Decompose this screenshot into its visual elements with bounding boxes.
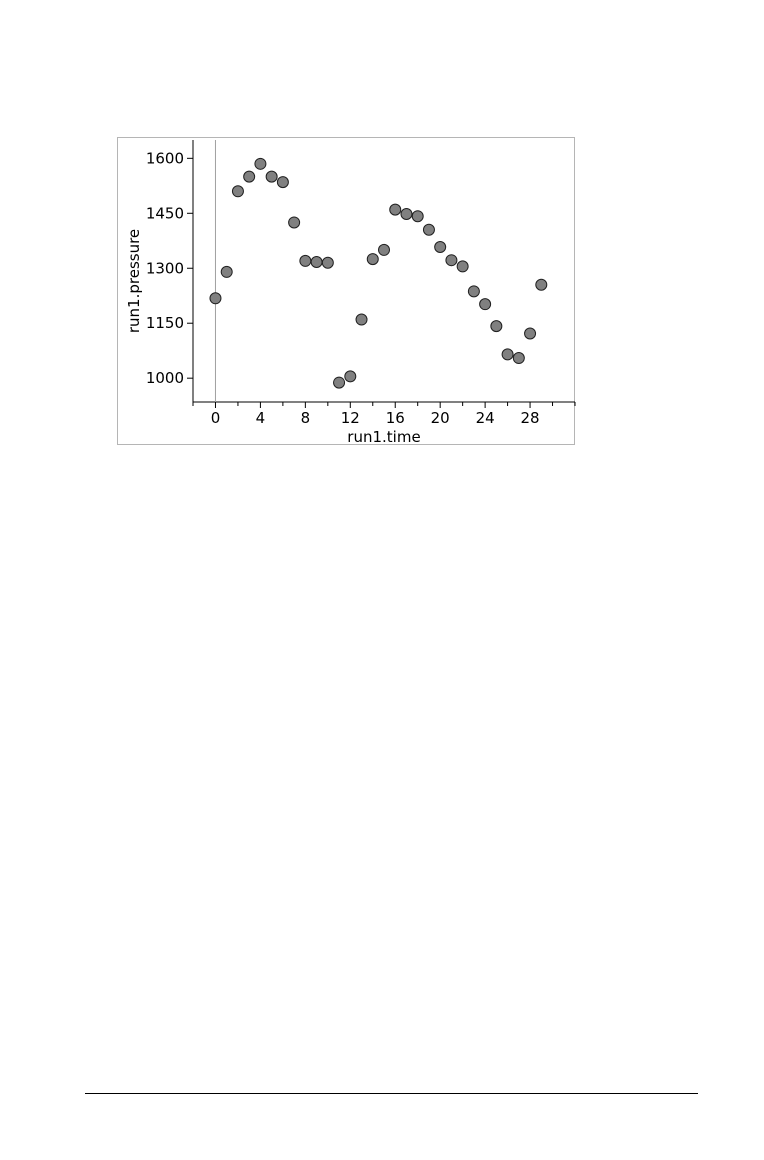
data-point (299, 254, 312, 267)
data-point (490, 320, 503, 333)
data-point (288, 216, 301, 229)
x-tick-label: 28 (521, 409, 540, 427)
data-point (524, 327, 537, 340)
data-point (389, 203, 402, 216)
data-point (209, 292, 222, 305)
data-point (445, 254, 458, 267)
x-tick-label: 20 (431, 409, 450, 427)
x-tick-label: 4 (256, 409, 266, 427)
x-tick-label: 16 (386, 409, 405, 427)
data-point (254, 157, 267, 170)
x-tick-label: 8 (301, 409, 311, 427)
data-point (400, 208, 413, 221)
footer-rule (85, 1093, 698, 1094)
data-point (333, 376, 346, 389)
data-point (467, 285, 480, 298)
data-points (209, 157, 548, 389)
data-point (276, 176, 289, 189)
data-point (220, 265, 233, 278)
y-tick-label: 1000 (146, 369, 184, 387)
x-tick-label: 12 (341, 409, 360, 427)
y-tick-label: 1150 (146, 314, 184, 332)
x-tick-label: 24 (476, 409, 495, 427)
data-point (535, 278, 548, 291)
data-point (243, 170, 256, 183)
data-point (231, 185, 244, 198)
data-point (456, 260, 469, 273)
data-point (366, 253, 379, 266)
data-point (434, 240, 447, 253)
y-tick-group: 1000 1150 1300 1450 1600 (146, 149, 193, 387)
chart-frame: 0 4 8 12 16 20 24 28 1000 1150 1300 1450 1600 run1.… (117, 137, 576, 446)
y-tick-label: 1300 (146, 259, 184, 277)
data-point (479, 298, 492, 311)
data-point (321, 256, 334, 269)
x-tick-label: 0 (211, 409, 221, 427)
x-axis-label: run1.time (347, 428, 420, 446)
data-point (512, 352, 525, 365)
data-point (344, 370, 357, 383)
scatter-chart: 0 4 8 12 16 20 24 28 1000 1150 1300 1450 1600 run1.… (125, 140, 576, 446)
data-point (422, 223, 435, 236)
data-point (378, 243, 390, 256)
x-tick-group: 0 4 8 12 16 20 24 28 (192, 402, 576, 427)
y-tick-label: 1600 (146, 149, 184, 167)
data-point (411, 210, 424, 223)
data-point (265, 170, 278, 183)
y-axis-label: run1.pressure (125, 229, 143, 333)
axes (192, 140, 575, 403)
data-point (355, 313, 368, 326)
data-point (501, 348, 514, 361)
data-point (310, 256, 323, 269)
y-tick-label: 1450 (146, 204, 184, 222)
